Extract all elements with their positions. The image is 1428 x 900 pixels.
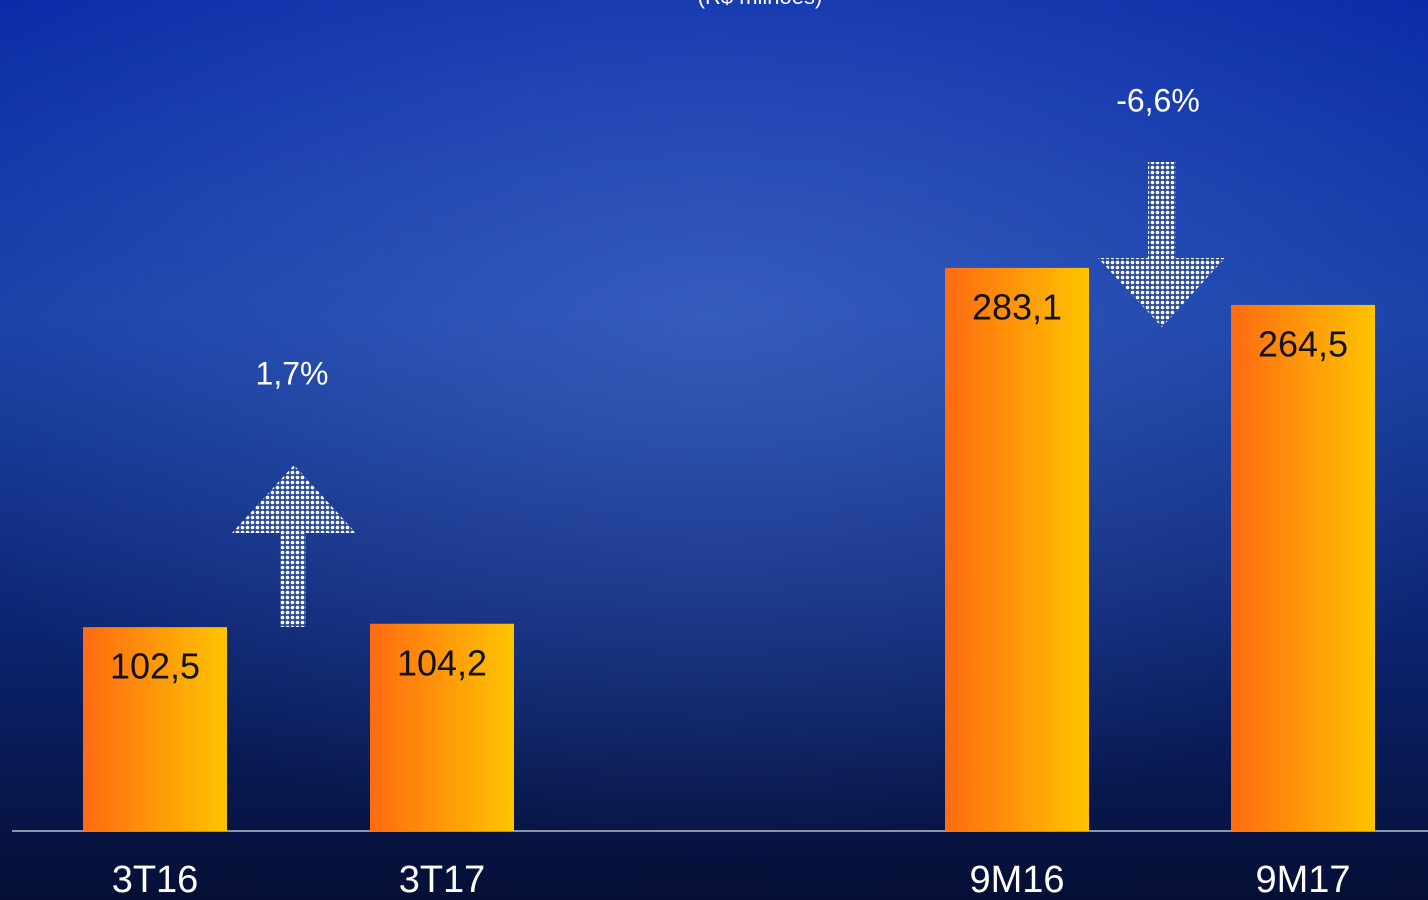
value-label: 102,5: [110, 646, 200, 687]
x-tick-label: 9M17: [1255, 859, 1350, 900]
annotation: -6,6%: [1116, 82, 1200, 118]
down-arrow: [1098, 162, 1225, 327]
bar: [1231, 304, 1375, 831]
up-arrow: [232, 465, 356, 627]
annotation: 1,7%: [256, 355, 329, 391]
bar: [83, 627, 227, 831]
bar: [370, 623, 514, 831]
subtitle: (R$ milhões): [698, 0, 823, 9]
x-tick-label: 3T17: [399, 859, 486, 900]
value-label: 104,2: [397, 642, 487, 683]
value-label: 283,1: [972, 286, 1062, 327]
bar: [945, 267, 1089, 832]
x-tick-label: 9M16: [969, 859, 1064, 900]
value-label: 264,5: [1258, 323, 1348, 364]
x-tick-label: 3T16: [112, 859, 199, 900]
